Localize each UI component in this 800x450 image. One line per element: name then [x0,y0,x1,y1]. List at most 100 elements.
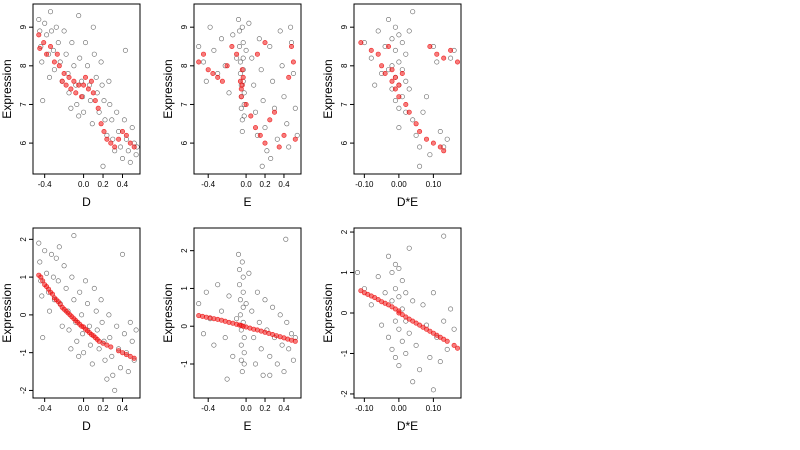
plot-frame [353,3,462,175]
data-point [444,346,450,352]
data-point [120,156,126,162]
x-tick-label: 0.4 [278,404,290,413]
data-point [56,63,62,69]
data-point [36,16,42,22]
data-point [131,144,137,150]
data-point [224,376,230,382]
plot-frame [193,227,302,399]
data-point [271,109,277,115]
data-point [114,109,120,115]
data-point [236,16,242,22]
data-point [54,51,60,57]
data-point [420,109,426,115]
data-point [44,32,50,38]
data-point [66,327,72,333]
data-point [430,140,436,146]
data-point [403,102,409,108]
data-point [434,59,440,65]
data-point [430,290,436,296]
data-point [69,40,75,46]
data-point [125,148,131,154]
data-point [85,86,91,92]
data-point [42,20,48,26]
data-point [243,47,249,53]
x-axis-title: D [82,195,91,209]
data-point [389,298,395,304]
data-point [392,286,398,292]
data-point [89,121,95,127]
data-point [403,350,409,356]
data-point [385,43,391,49]
data-point [392,86,398,92]
data-point [53,255,59,261]
data-point [260,98,266,104]
data-point [290,357,296,363]
data-point [237,28,243,34]
data-point [423,136,429,142]
data-point [279,63,285,69]
data-point [444,338,450,344]
data-point [110,136,116,142]
data-point [375,51,381,57]
data-point [392,24,398,30]
data-point [399,71,405,77]
data-point [59,323,65,329]
data-point [112,144,118,150]
data-point [133,327,139,333]
data-point [358,40,364,46]
data-point [201,59,207,65]
y-tick-label: 1 [180,286,189,291]
data-point [281,132,287,138]
data-point [234,51,240,57]
data-point [122,47,128,53]
data-point [101,98,107,104]
data-point [215,282,221,288]
data-point [230,32,236,38]
data-point [129,125,135,131]
y-axis-title: Expression [0,59,14,118]
data-point [292,105,298,111]
x-tick-label: -0.4 [38,404,52,413]
data-point [256,36,262,42]
y-axis-title: Expression [161,283,175,342]
data-point [389,78,395,84]
data-point [211,342,217,348]
y-tick-label: 7 [180,102,189,107]
data-point [118,144,124,150]
data-point [420,302,426,308]
y-tick-label: -2 [19,386,28,394]
data-point [413,132,419,138]
series-fitted [36,32,137,150]
data-point [81,82,87,88]
data-point [240,55,246,61]
data-point [93,308,99,314]
data-point [413,342,419,348]
data-point [267,372,273,378]
data-point [281,369,287,375]
data-point [76,82,82,88]
data-point [106,312,112,318]
data-point [83,278,89,284]
data-point [258,346,264,352]
data-point [258,67,264,73]
x-tick-label: 0.0 [78,180,90,189]
data-point [254,51,260,57]
data-point [240,289,246,295]
data-point [56,244,62,250]
data-point [101,129,107,135]
data-point [270,78,276,84]
data-point [104,136,110,142]
data-point [51,59,57,65]
data-point [253,125,259,131]
data-point [91,285,97,291]
data-point [396,125,402,131]
plot-frame [193,3,302,175]
x-tick-label: 0.4 [278,180,290,189]
data-point [239,24,245,30]
x-tick-label: 0.0 [241,180,253,189]
y-tick-label: 8 [340,63,349,68]
series-observed [354,233,457,393]
data-point [230,353,236,359]
data-point [382,71,388,77]
